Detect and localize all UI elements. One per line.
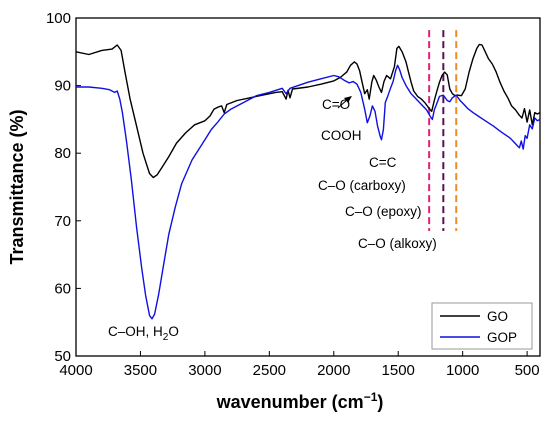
annotation-c-o-alkoxy: C–O (alkoxy): [358, 236, 437, 251]
x-tick-label: 2500: [253, 362, 286, 379]
y-axis-label: Transmittance (%): [7, 109, 27, 264]
annotation-c-o-epoxy: C–O (epoxy): [345, 204, 422, 219]
annotation-arrowhead: [344, 96, 352, 103]
legend: GO GOP: [431, 302, 533, 350]
plot-frame: [75, 17, 541, 357]
x-tick-label: 500: [515, 362, 540, 379]
annotation-c-oh-h2o: C–OH, H2O: [108, 324, 179, 343]
annotation-cooh: COOH: [321, 128, 362, 143]
x-tick-label: 3000: [188, 362, 221, 379]
legend-label-go: GO: [487, 309, 508, 324]
x-axis-ticks: 4000 3500 3000 2500 2000 1500 1000 500: [59, 351, 540, 379]
y-tick-label: 100: [46, 10, 71, 27]
y-tick-label: 80: [54, 145, 71, 162]
peak-marker-lines: [428, 30, 458, 231]
y-tick-label: 50: [54, 348, 71, 365]
x-tick-label: 4000: [59, 362, 92, 379]
x-tick-label: 1500: [382, 362, 415, 379]
annotation-c-o-double: C=O: [322, 97, 350, 112]
x-axis-label: wavenumber (cm−1): [216, 390, 384, 412]
annotation-c-c-double: C=C: [369, 155, 397, 170]
y-tick-label: 70: [54, 213, 71, 230]
legend-box: [431, 302, 533, 350]
y-axis-ticks: 50 60 70 80 90 100: [46, 10, 81, 365]
annotation-c-o-carboxy: C–O (carboxy): [318, 178, 406, 193]
x-tick-label: 1000: [446, 362, 479, 379]
series-lines: [75, 43, 541, 320]
x-tick-label: 3500: [124, 362, 157, 379]
x-tick-label: 2000: [317, 362, 350, 379]
y-tick-label: 60: [54, 280, 71, 297]
y-tick-label: 90: [54, 78, 71, 95]
legend-label-gop: GOP: [487, 330, 517, 345]
series-line-gop: [76, 64, 541, 320]
series-line-go: [75, 43, 541, 179]
